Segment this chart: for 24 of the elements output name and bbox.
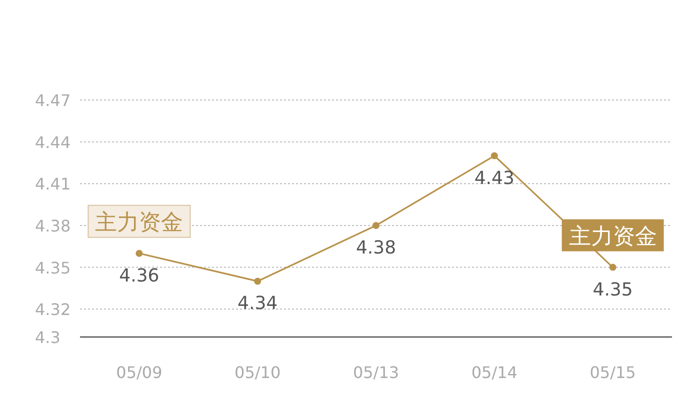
data-label: 4.35	[592, 279, 633, 300]
point	[490, 152, 498, 160]
data-label: 4.36	[119, 265, 160, 286]
annotation: 主力资金	[95, 210, 184, 236]
y-tick-label: 4.38	[35, 216, 71, 236]
data-label: 4.43	[474, 168, 514, 189]
x-tick-label: 05/10	[234, 363, 281, 382]
point	[254, 278, 262, 285]
y-tick-label: 4.47	[35, 91, 71, 110]
data-label: 4.38	[356, 237, 396, 258]
x-tick-label: 05/09	[116, 363, 162, 382]
data-label: 4.34	[238, 293, 278, 314]
point	[372, 222, 380, 229]
point	[609, 264, 616, 271]
y-tick-label: 4.3	[35, 328, 60, 347]
point	[136, 250, 143, 257]
x-tick-label: 05/14	[471, 363, 518, 382]
x-tick-label: 05/15	[590, 363, 636, 382]
y-tick-label: 4.35	[35, 258, 71, 278]
y-tick-label: 4.32	[35, 300, 71, 320]
y-tick-label: 4.44	[35, 132, 71, 152]
annotation: 主力资金	[568, 224, 657, 250]
x-tick-label: 05/13	[352, 363, 400, 382]
y-tick-label: 4.41	[35, 174, 71, 194]
